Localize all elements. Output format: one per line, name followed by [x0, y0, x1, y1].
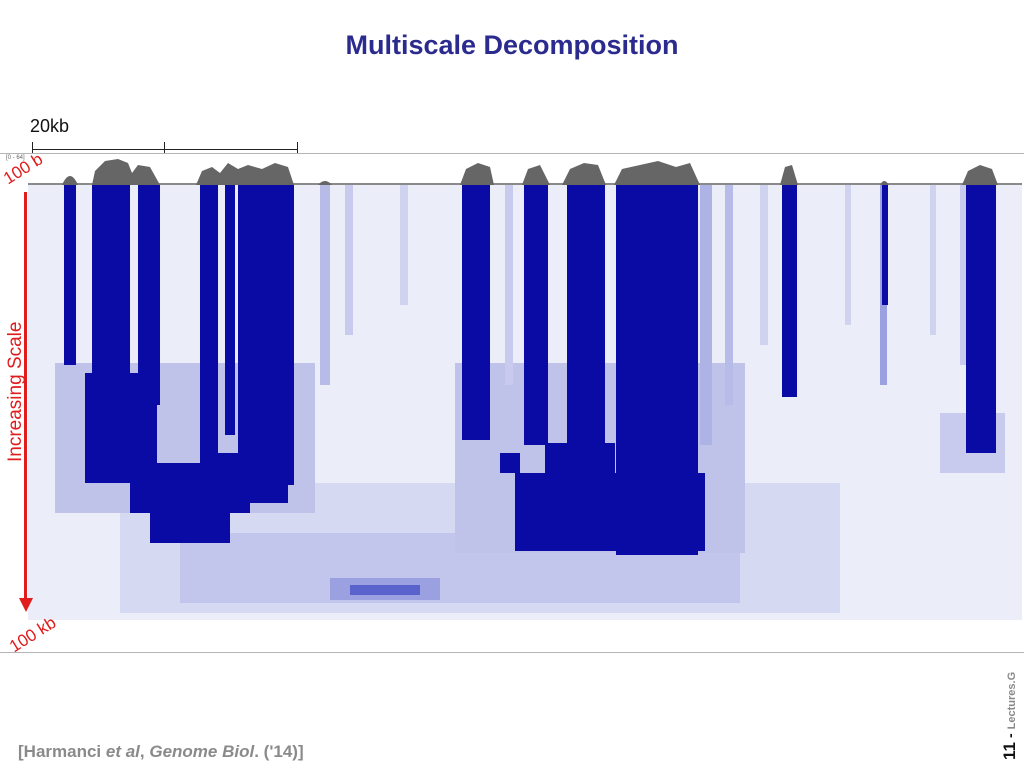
- slide-footer: 11-Lectures.G: [1000, 671, 1019, 760]
- dominant-signal-regions: [64, 185, 996, 555]
- scale-arrow: [24, 192, 27, 602]
- multiscale-heatmap: [28, 159, 1022, 620]
- citation: [Harmanci et al, Genome Biol. ('14)]: [18, 742, 304, 761]
- slide-title: Multiscale Decomposition: [345, 30, 679, 60]
- page-number: 11: [1000, 742, 1019, 760]
- scale-arrow-head: [19, 598, 33, 612]
- signal-track: [28, 159, 1022, 185]
- scale-bar-label: 20kb: [30, 116, 70, 136]
- footer-site: Lectures.G: [1006, 671, 1018, 730]
- scale-bar: [32, 142, 298, 154]
- track-range-label: [0 - 64]: [6, 155, 25, 161]
